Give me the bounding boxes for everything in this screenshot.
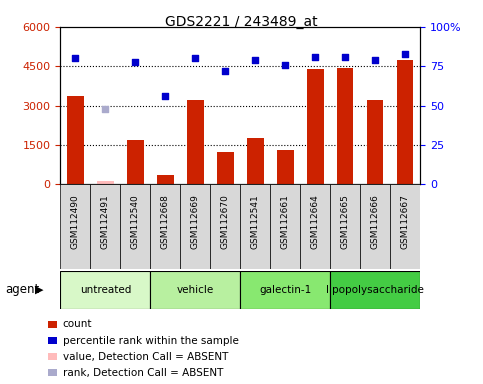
Text: GSM112664: GSM112664 — [311, 194, 320, 249]
Bar — [150, 184, 180, 269]
Bar — [97, 181, 114, 184]
Point — [161, 93, 169, 99]
Text: agent: agent — [5, 283, 39, 296]
Bar — [247, 138, 264, 184]
Point — [341, 54, 349, 60]
Text: GSM112661: GSM112661 — [281, 194, 290, 249]
Bar — [60, 184, 90, 269]
Text: galectin-1: galectin-1 — [259, 285, 312, 295]
Bar — [90, 184, 120, 269]
Bar — [210, 184, 240, 269]
Bar — [270, 184, 300, 269]
Point — [71, 55, 79, 61]
Text: GSM112541: GSM112541 — [251, 194, 260, 249]
Point — [252, 57, 259, 63]
Bar — [67, 96, 84, 184]
Text: GSM112666: GSM112666 — [371, 194, 380, 249]
Bar — [277, 150, 294, 184]
Bar — [120, 184, 150, 269]
Bar — [157, 175, 173, 184]
Point — [312, 54, 319, 60]
Bar — [127, 140, 143, 184]
Text: GSM112540: GSM112540 — [131, 194, 140, 249]
Text: GSM112667: GSM112667 — [401, 194, 410, 249]
Point — [401, 51, 409, 57]
Bar — [180, 184, 210, 269]
Bar — [360, 184, 390, 269]
Bar — [330, 271, 420, 309]
Bar — [397, 60, 413, 184]
Text: GSM112669: GSM112669 — [191, 194, 200, 249]
Text: rank, Detection Call = ABSENT: rank, Detection Call = ABSENT — [63, 368, 223, 378]
Bar — [300, 184, 330, 269]
Bar — [241, 184, 270, 269]
Bar — [367, 100, 384, 184]
Point — [191, 55, 199, 61]
Text: GDS2221 / 243489_at: GDS2221 / 243489_at — [165, 15, 318, 29]
Bar — [307, 69, 324, 184]
Bar — [217, 152, 234, 184]
Text: vehicle: vehicle — [177, 285, 214, 295]
Text: GSM112665: GSM112665 — [341, 194, 350, 249]
Bar — [330, 184, 360, 269]
Point — [282, 61, 289, 68]
Text: GSM112670: GSM112670 — [221, 194, 230, 249]
Point — [101, 106, 109, 112]
Point — [221, 68, 229, 74]
Text: GSM112668: GSM112668 — [161, 194, 170, 249]
Point — [131, 58, 139, 65]
Bar — [187, 100, 203, 184]
Text: GSM112490: GSM112490 — [71, 194, 80, 249]
Text: GSM112491: GSM112491 — [101, 194, 110, 249]
Bar — [337, 68, 354, 184]
Bar — [390, 184, 420, 269]
Point — [371, 57, 379, 63]
Text: untreated: untreated — [80, 285, 131, 295]
Text: value, Detection Call = ABSENT: value, Detection Call = ABSENT — [63, 352, 228, 362]
Bar — [241, 271, 330, 309]
Text: percentile rank within the sample: percentile rank within the sample — [63, 336, 239, 346]
Bar — [60, 271, 150, 309]
Bar — [150, 271, 241, 309]
Text: lipopolysaccharide: lipopolysaccharide — [327, 285, 424, 295]
Text: count: count — [63, 319, 92, 329]
Text: ▶: ▶ — [35, 285, 43, 295]
